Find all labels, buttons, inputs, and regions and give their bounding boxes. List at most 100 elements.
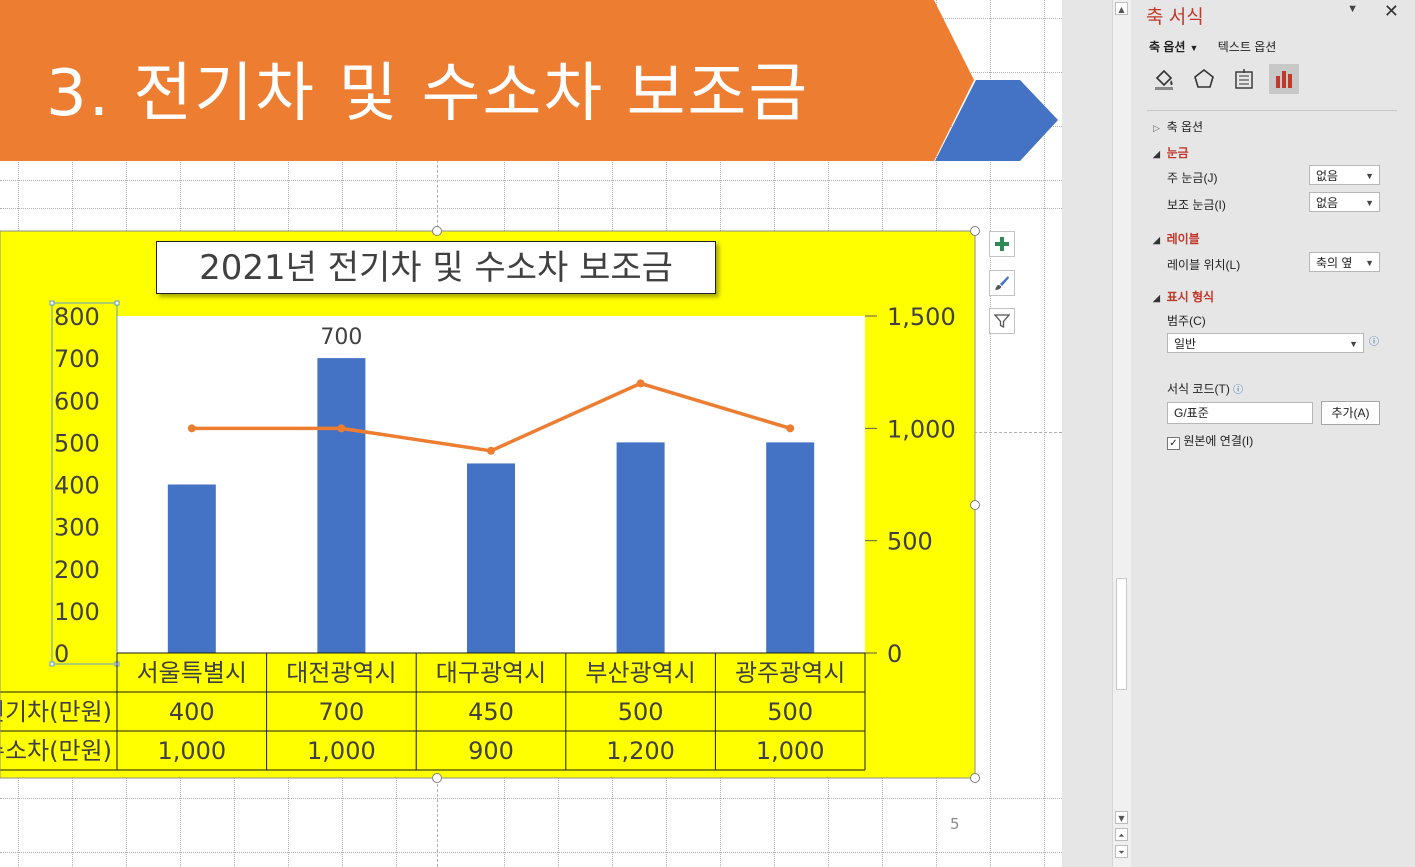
info-icon[interactable]: ⓘ: [1233, 385, 1244, 396]
category-label: 부산광역시: [585, 659, 695, 687]
minor-tick-select[interactable]: 없음 ▼: [1309, 192, 1380, 212]
category-select[interactable]: 일반 ▼: [1167, 333, 1364, 353]
section-label: 레이블: [1166, 232, 1200, 246]
divider: [1147, 110, 1397, 111]
scroll-down-icon[interactable]: ▼: [1115, 811, 1128, 824]
filter-icon: [994, 314, 1010, 329]
collapse-arrow-icon: ◢: [1153, 149, 1160, 159]
table-value: 700: [318, 698, 364, 726]
scroll-up-icon[interactable]: ▲: [1115, 2, 1128, 15]
brush-icon: [995, 276, 1009, 290]
tab-text-options[interactable]: 텍스트 옵션: [1217, 40, 1277, 54]
section-label: 눈금: [1166, 146, 1189, 160]
tab-axis-options[interactable]: 축 옵션: [1149, 40, 1186, 54]
major-tick-label: 주 눈금(J): [1167, 171, 1218, 185]
combo-chart[interactable]: 700 0 100 200 300 400 500 600 700 800 0 500 1,000 1,5…: [0, 0, 1062, 867]
category-label: 범주(C): [1167, 314, 1206, 328]
size-properties-icon[interactable]: [1229, 64, 1259, 94]
pane-title: 축 서식: [1146, 7, 1204, 28]
bar: [766, 442, 815, 653]
plus-icon: [995, 237, 1009, 251]
check-icon[interactable]: ✓: [1167, 437, 1180, 450]
table-value: 500: [767, 698, 813, 726]
label-position-select[interactable]: 축의 옆 ▼: [1309, 252, 1380, 272]
select-value: 일반: [1174, 337, 1197, 351]
y2-tick-label: 0: [887, 640, 902, 668]
format-code-input[interactable]: G/표준: [1167, 402, 1313, 424]
label-position-label: 레이블 위치(L): [1167, 258, 1241, 272]
fill-bucket-icon[interactable]: [1149, 64, 1179, 94]
chart-styles-button[interactable]: [989, 270, 1015, 296]
y2-tick-label: 1,500: [887, 303, 956, 331]
table-value: 450: [468, 698, 514, 726]
close-icon[interactable]: ✕: [1383, 1, 1399, 21]
banner-chevron: [935, 80, 1058, 161]
minor-tick-label: 보조 눈금(I): [1167, 198, 1226, 212]
series-name: 수소차(만원): [0, 737, 112, 765]
section-label: 축 옵션: [1166, 120, 1204, 134]
selection-handle: [114, 300, 120, 306]
add-button[interactable]: 추가(A): [1321, 401, 1380, 425]
bar: [317, 358, 366, 653]
linked-source-checkbox[interactable]: ✓ 원본에 연결(I): [1167, 432, 1253, 450]
line-point: [786, 424, 795, 433]
category-label: 대전광역시: [286, 659, 396, 687]
y-tick-label: 600: [54, 387, 100, 415]
chart-elements-button[interactable]: [989, 231, 1015, 257]
pane-tabs: 축 옵션 ▼ 텍스트 옵션: [1149, 38, 1288, 55]
info-icon[interactable]: ⓘ: [1369, 337, 1379, 348]
y-tick-label: 500: [54, 429, 100, 457]
format-code-text: 서식 코드(T): [1167, 382, 1230, 396]
pentagon-icon[interactable]: [1189, 64, 1219, 94]
section-labels[interactable]: ◢ 레이블: [1153, 230, 1200, 247]
bar: [167, 484, 216, 653]
title-banner[interactable]: [0, 0, 1062, 162]
y2-tick-label: 1,000: [887, 415, 956, 443]
select-value: 축의 옆: [1316, 256, 1353, 270]
collapse-arrow-icon: ◢: [1153, 293, 1160, 303]
table-value: 1,000: [756, 737, 825, 765]
table-value: 500: [618, 698, 664, 726]
next-slide-icon[interactable]: ⏷: [1115, 845, 1128, 858]
table-value: 1,000: [157, 737, 226, 765]
chart-filter-button[interactable]: [989, 308, 1015, 334]
bar: [467, 463, 515, 653]
slide-title[interactable]: 3. 전기차 및 수소차 보조금: [46, 57, 810, 131]
y-tick-label: 0: [54, 640, 69, 668]
dropdown-arrow-icon: ▼: [1365, 198, 1374, 208]
chart-title[interactable]: 2021년 전기차 및 수소차 보조금: [156, 241, 716, 294]
previous-slide-icon[interactable]: ⏶: [1115, 828, 1128, 841]
checkbox-label: 원본에 연결(I): [1183, 434, 1254, 448]
pane-options-icon[interactable]: ▼: [1347, 3, 1358, 15]
dropdown-arrow-icon: ▼: [1365, 171, 1374, 181]
gridline: [0, 798, 1062, 799]
page-number: 5: [950, 815, 960, 833]
resize-handle: [432, 226, 442, 236]
axis-options-icon[interactable]: [1269, 64, 1299, 94]
bar: [616, 442, 665, 653]
y2-tick-label: 500: [887, 528, 933, 556]
selection-handle: [49, 661, 55, 667]
y-tick-label: 200: [54, 556, 100, 584]
table-value: 1,000: [307, 737, 376, 765]
section-axis-options[interactable]: ▷ 축 옵션: [1153, 118, 1203, 135]
section-number[interactable]: ◢ 표시 형식: [1153, 288, 1214, 305]
resize-handle: [432, 773, 442, 783]
resize-handle: [970, 500, 980, 510]
slide-canvas[interactable]: 3. 전기차 및 수소차 보조금 700 0 100 200 300 400 500 600 7…: [0, 0, 1062, 867]
section-ticks[interactable]: ◢ 눈금: [1153, 144, 1189, 161]
scrollbar-thumb[interactable]: [1116, 578, 1127, 690]
category-label: 대구광역시: [436, 659, 546, 687]
dropdown-arrow-icon: ▼: [1349, 339, 1358, 349]
major-tick-select[interactable]: 없음 ▼: [1309, 165, 1380, 185]
format-axis-pane[interactable]: 축 서식 ▼ ✕ 축 옵션 ▼ 텍스트 옵션 ▷ 축 옵션 ◢ 눈금 주 눈금(J…: [1131, 0, 1415, 867]
chevron-down-icon[interactable]: ▼: [1189, 43, 1199, 53]
y-tick-label: 700: [54, 345, 100, 373]
vertical-scrollbar[interactable]: ▲ ▼ ⏶ ⏷: [1112, 0, 1131, 867]
dropdown-arrow-icon: ▼: [1365, 258, 1374, 268]
line-point: [337, 424, 346, 433]
gridline: [990, 0, 991, 867]
gridline: [0, 208, 1062, 209]
gridline: [1044, 0, 1045, 867]
selected-axis-frame: [51, 302, 118, 665]
